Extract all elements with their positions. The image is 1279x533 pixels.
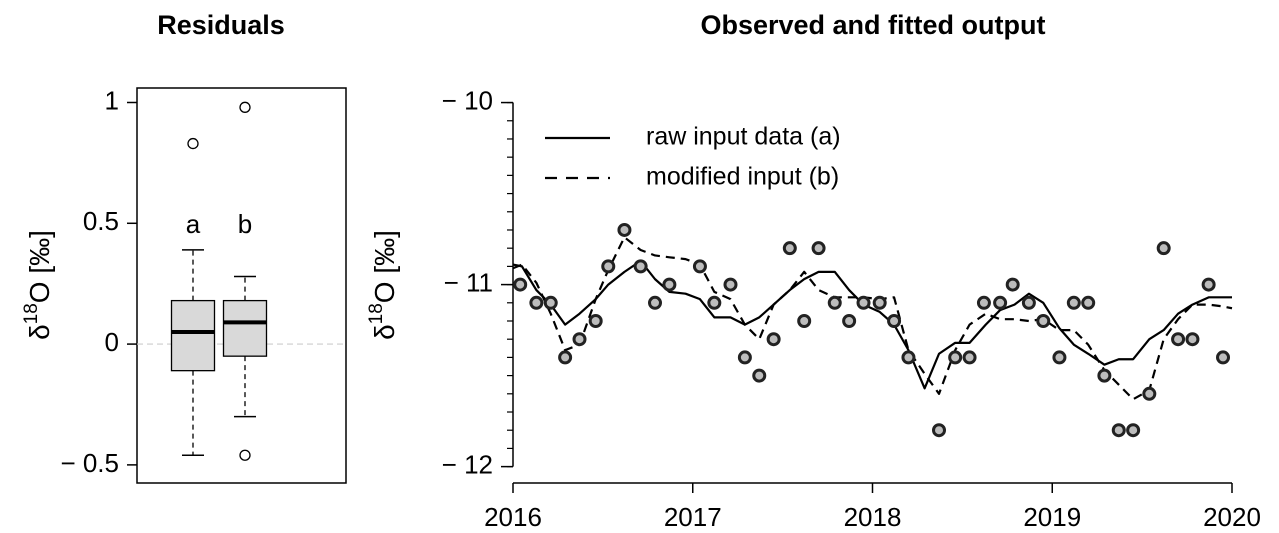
outlier [187, 137, 199, 150]
y-tick-label: − 10 [442, 85, 493, 115]
observed-point [842, 313, 857, 328]
y-tick-label: − 0.5 [60, 448, 119, 478]
observed-point [993, 295, 1008, 310]
observed-point [932, 423, 947, 438]
observed-point [962, 350, 977, 365]
observed-point [1081, 295, 1096, 310]
x-tick-label: 2018 [844, 502, 902, 532]
legend-label: modified input (b) [646, 163, 839, 191]
observed-point [572, 332, 587, 347]
box-label: a [186, 209, 201, 239]
x-tick-label: 2017 [664, 502, 722, 532]
series-line [512, 236, 1233, 401]
outlier [239, 101, 251, 113]
y-tick-label: − 12 [442, 449, 493, 479]
observed-point [766, 332, 781, 347]
observed-point [872, 295, 887, 310]
observed-point [601, 259, 616, 274]
y-label-part: O [‰] [369, 230, 400, 303]
observed-point [948, 350, 963, 365]
observed-point [797, 313, 812, 328]
observed-point [1111, 423, 1126, 438]
box [222, 299, 268, 357]
outlier [239, 449, 251, 461]
y-tick-label: − 11 [444, 267, 493, 297]
observed-point [543, 295, 558, 310]
observed-point [1036, 313, 1051, 328]
y-label-part: O [‰] [24, 230, 55, 303]
x-tick-label: 2020 [1203, 502, 1261, 532]
plot-frame [136, 87, 347, 484]
observed-point [617, 222, 632, 237]
observed-point [811, 241, 826, 256]
observed-point [1005, 277, 1020, 292]
box [170, 299, 216, 372]
observed-point [1052, 350, 1067, 365]
observed-point [692, 259, 707, 274]
y-label-sup: 18 [366, 303, 387, 324]
observed-point [976, 295, 991, 310]
observed-point [707, 295, 722, 310]
y-tick-label: 0 [105, 327, 119, 357]
y-tick-label: 1 [105, 85, 119, 115]
observed-point [588, 313, 603, 328]
y-axis-label: δ18O [‰] [366, 230, 400, 340]
observed-point [752, 368, 767, 383]
observed-point [1216, 350, 1231, 365]
observed-point [1021, 295, 1036, 310]
observed-point [1126, 423, 1141, 438]
observed-point [1142, 386, 1157, 401]
observed-point [856, 295, 871, 310]
observed-point [901, 350, 916, 365]
observed-point [782, 241, 797, 256]
observed-point [887, 313, 902, 328]
y-axis-label: δ18O [‰] [21, 230, 55, 340]
observed-point [1185, 332, 1200, 347]
observed-point [737, 350, 752, 365]
legend-label: raw input data (a) [646, 123, 841, 151]
chart-title: Residuals [157, 10, 285, 40]
y-label-part: δ [24, 324, 55, 340]
observed-point [513, 277, 528, 292]
observed-point [648, 295, 663, 310]
observed-point [723, 277, 738, 292]
observed-point [1171, 332, 1186, 347]
box-label: b [238, 209, 252, 239]
observed-point [529, 295, 544, 310]
y-label-part: δ [369, 324, 400, 340]
series-line [512, 259, 1232, 390]
y-tick-label: 0.5 [83, 206, 119, 236]
x-tick-label: 2016 [484, 502, 542, 532]
observed-point [1097, 368, 1112, 383]
chart-title: Observed and fitted output [700, 10, 1045, 40]
observed-point [633, 259, 648, 274]
x-tick-label: 2019 [1023, 502, 1081, 532]
observed-point [1156, 241, 1171, 256]
observed-point [558, 350, 573, 365]
observed-point [1201, 277, 1216, 292]
observed-point [827, 295, 842, 310]
observed-point [662, 277, 677, 292]
observed-point [1066, 295, 1081, 310]
y-label-sup: 18 [21, 303, 42, 324]
